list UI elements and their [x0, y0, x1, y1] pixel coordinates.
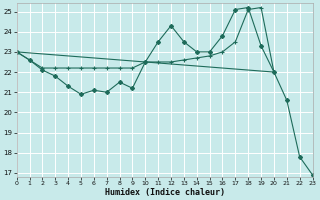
X-axis label: Humidex (Indice chaleur): Humidex (Indice chaleur) [105, 188, 225, 197]
